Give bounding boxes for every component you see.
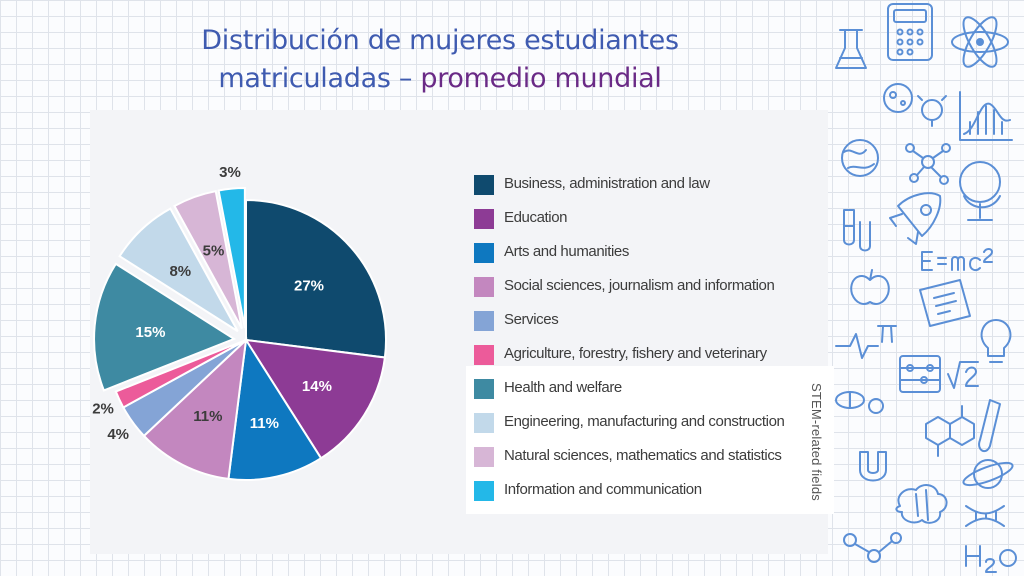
calculator-icon: [887, 3, 933, 61]
heartbeat-icon: [835, 333, 879, 359]
sqrt2-icon: [947, 361, 979, 389]
legend-label: Social sciences, journalism and informat…: [504, 277, 775, 294]
legend-label: Business, administration and law: [504, 175, 710, 192]
pie-slice-1: [245, 198, 387, 359]
rocket-icon: [889, 192, 942, 245]
legend-item: Information and communication: [466, 474, 736, 508]
legend-item: Social sciences, journalism and informat…: [466, 270, 775, 304]
abacus-icon: [899, 355, 941, 393]
legend-label: Education: [504, 209, 568, 226]
book-icon: [919, 279, 971, 327]
hexagon-molecule-icon: [925, 405, 975, 457]
slice-label-3: 11%: [250, 415, 279, 432]
legend-label: Information and communication: [504, 481, 702, 498]
legend-swatch: [474, 277, 494, 297]
pills-icon: [835, 391, 884, 414]
legend-item: Arts and humanities: [466, 236, 736, 270]
legend-item: Education: [466, 202, 736, 236]
slice-label-9: 5%: [203, 243, 225, 260]
planet-icon: [962, 459, 1014, 489]
apple-icon: [850, 269, 890, 305]
legend-item: Business, administration and law: [466, 168, 736, 202]
legend-item: Health and welfare: [466, 372, 736, 406]
test-tubes-icon: [843, 209, 871, 252]
h2o-icon: [965, 545, 1017, 573]
molecule-icon: [905, 143, 951, 185]
pie-chart: 27% 14% 11% 11% 4% 2% 15% 8% 5% 3%: [92, 164, 387, 481]
slice-label-5: 4%: [107, 426, 129, 443]
slice-label-2: 14%: [302, 378, 332, 395]
legend-swatch: [474, 413, 494, 433]
globe-stand-icon: [959, 161, 1001, 221]
stem-group-box: [466, 366, 834, 514]
pie-slice-10: [217, 187, 246, 329]
atom-icon: [951, 16, 1009, 68]
legend-label: Services: [504, 311, 559, 328]
legend-swatch: [474, 345, 494, 365]
pie-slice-9: [173, 190, 243, 330]
microbe-icon: [883, 83, 947, 127]
title-line-2: matriculadas – promedio mundial: [110, 60, 770, 98]
slice-label-10: 3%: [219, 164, 241, 181]
legend-swatch: [474, 379, 494, 399]
legend: Business, administration and law Educatio…: [466, 168, 785, 508]
title-accent: promedio mundial: [420, 63, 662, 94]
legend-swatch: [474, 175, 494, 195]
pie-slice-6: [114, 339, 247, 409]
slide-title: Distribución de mujeres estudiantes matr…: [110, 22, 770, 98]
legend-label: Arts and humanities: [504, 243, 629, 260]
pie-slice-2: [244, 338, 387, 460]
legend-swatch: [474, 481, 494, 501]
legend-item: Engineering, manufacturing and construct…: [466, 406, 785, 440]
brain-icon: [895, 484, 948, 524]
globe-icon: [841, 139, 879, 177]
legend-swatch: [474, 311, 494, 331]
legend-swatch: [474, 209, 494, 229]
legend-label: Engineering, manufacturing and construct…: [504, 413, 785, 430]
pi-icon: [877, 325, 897, 343]
legend-item: Services: [466, 304, 736, 338]
stem-label: STEM-related fields: [809, 383, 824, 501]
dna-icon: [965, 505, 1005, 527]
magnet-icon: [859, 451, 887, 482]
legend-swatch: [474, 447, 494, 467]
formula-emc2-icon: [921, 248, 993, 272]
title-line-1: Distribución de mujeres estudiantes: [201, 25, 679, 56]
slice-label-4: 11%: [193, 408, 222, 425]
legend-swatch: [474, 243, 494, 263]
legend-label: Natural sciences, mathematics and statis…: [504, 447, 782, 464]
flask-icon: [835, 29, 867, 69]
pie-slice-7: [93, 262, 237, 392]
legend-item: Agriculture, forestry, fishery and veter…: [466, 338, 767, 372]
legend-label: Agriculture, forestry, fishery and veter…: [504, 345, 767, 362]
thermometer-icon: [978, 399, 1001, 453]
slice-label-7: 15%: [135, 324, 165, 341]
chart-panel: 27% 14% 11% 11% 4% 2% 15% 8% 5% 3% Business, admi…: [90, 110, 834, 554]
legend-item: Natural sciences, mathematics and statis…: [466, 440, 782, 474]
graph-icon: [959, 91, 1013, 141]
legend-label: Health and welfare: [504, 379, 622, 396]
slice-label-8: 8%: [169, 263, 191, 280]
title-line-2-text: matriculadas –: [218, 63, 421, 94]
pie-slice-3: [227, 337, 323, 481]
pie-slice-8: [118, 207, 239, 333]
lightbulb-icon: [980, 319, 1012, 363]
slice-label-6: 2%: [92, 400, 114, 417]
molecule-chain-icon: [843, 532, 902, 563]
slice-label-1: 27%: [294, 277, 324, 294]
science-doodles: [835, 3, 1017, 573]
pie-slice-4: [142, 337, 248, 481]
